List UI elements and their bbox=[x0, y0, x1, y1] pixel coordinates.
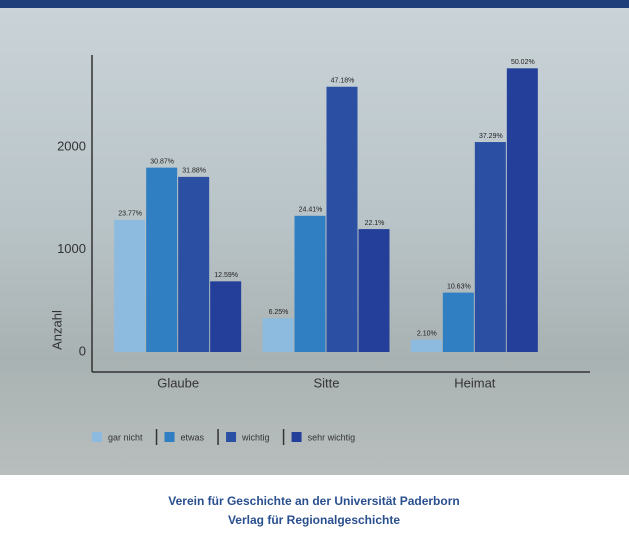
y-tick-label: 0 bbox=[79, 343, 86, 358]
value-label: 10.63% bbox=[447, 283, 471, 290]
legend-swatch bbox=[165, 432, 175, 442]
footer-line: Verlag für Regionalgeschichte bbox=[228, 513, 400, 527]
legend-label: gar nicht bbox=[108, 432, 143, 442]
bar bbox=[210, 281, 241, 352]
value-label: 31.88% bbox=[182, 168, 206, 175]
x-tick-label: Sitte bbox=[313, 375, 339, 390]
bar bbox=[114, 220, 145, 352]
value-label: 6.25% bbox=[269, 309, 289, 316]
value-label: 24.41% bbox=[299, 207, 323, 214]
value-label: 23.77% bbox=[118, 211, 142, 218]
legend-swatch bbox=[92, 432, 102, 442]
legend-label: wichtig bbox=[241, 432, 270, 442]
bar bbox=[507, 68, 538, 352]
value-label: 2.10% bbox=[417, 331, 437, 338]
value-label: 50.02% bbox=[511, 59, 535, 66]
y-tick-label: 1000 bbox=[57, 241, 86, 256]
value-label: 12.59% bbox=[214, 272, 238, 279]
bar bbox=[178, 177, 209, 352]
y-axis-label: Anzahl bbox=[49, 310, 64, 350]
y-tick-label: 2000 bbox=[57, 139, 86, 154]
bar bbox=[263, 318, 294, 352]
legend-swatch bbox=[292, 432, 302, 442]
bar bbox=[295, 216, 326, 352]
bar bbox=[443, 293, 474, 352]
footer-line: Verein für Geschichte an der Universität… bbox=[168, 494, 459, 508]
legend-swatch bbox=[226, 432, 236, 442]
x-tick-label: Heimat bbox=[454, 375, 496, 390]
top-band bbox=[0, 0, 629, 8]
cover: Anzahl Verein für Geschichte an der Univ… bbox=[0, 0, 629, 541]
bar bbox=[146, 168, 177, 352]
value-label: 22.1% bbox=[365, 220, 385, 227]
x-tick-label: Glaube bbox=[157, 375, 199, 390]
bar bbox=[327, 87, 358, 352]
bar bbox=[359, 229, 390, 352]
bar bbox=[475, 142, 506, 352]
legend-label: sehr wichtig bbox=[308, 432, 356, 442]
value-label: 30.87% bbox=[150, 158, 174, 165]
value-label: 47.18% bbox=[331, 78, 355, 85]
bar bbox=[411, 340, 442, 352]
legend-label: etwas bbox=[181, 432, 205, 442]
value-label: 37.29% bbox=[479, 133, 503, 140]
